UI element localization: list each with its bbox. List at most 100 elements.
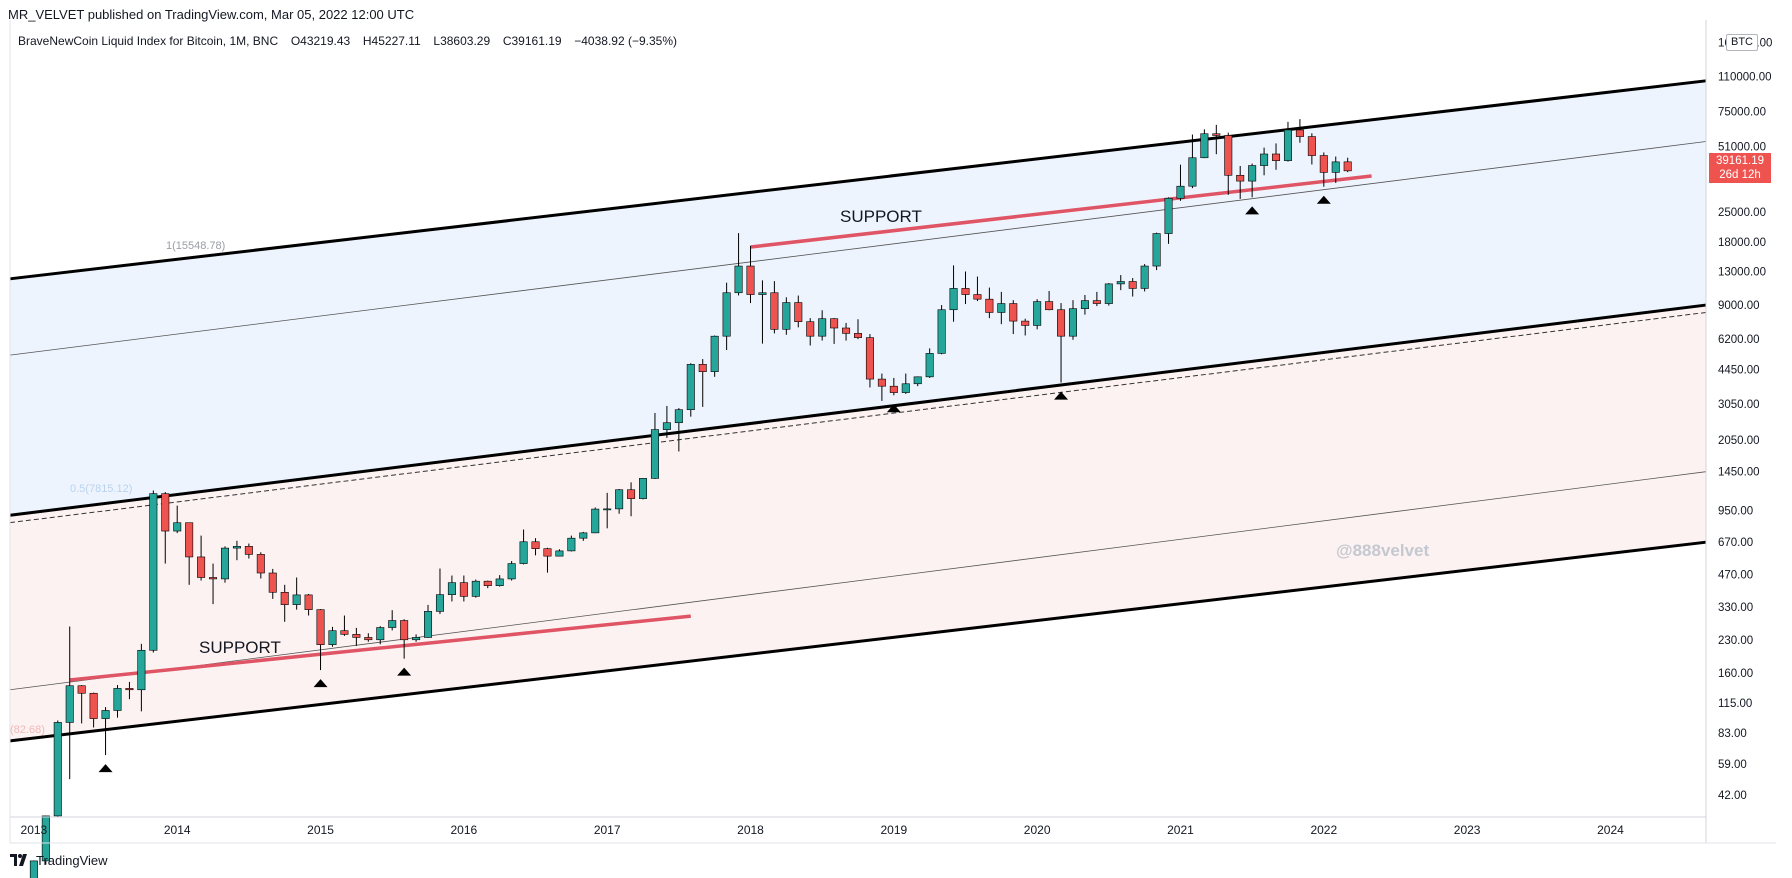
candles[interactable] [29,119,1352,878]
candle[interactable] [232,540,241,561]
candle[interactable] [639,478,648,500]
candle[interactable] [376,626,385,645]
candle[interactable] [603,492,612,529]
candle[interactable] [209,563,218,605]
time-axis[interactable]: 2013 2014 2015 2016 2017 2018 2019 2020 2021 2022… [21,823,1625,837]
candle[interactable] [937,305,946,355]
candle[interactable] [89,692,98,728]
candle[interactable] [531,538,540,556]
candle[interactable] [1092,291,1101,307]
candle[interactable] [1272,143,1281,170]
candle[interactable] [268,568,277,599]
candle[interactable] [197,535,206,581]
candle[interactable] [161,492,170,564]
candle[interactable] [734,233,743,296]
candle[interactable] [853,319,863,340]
candle[interactable] [1068,300,1077,340]
candle[interactable] [316,609,325,671]
candle[interactable] [328,626,337,647]
candle[interactable] [507,561,516,581]
candle[interactable] [113,685,122,718]
candle[interactable] [1164,197,1173,244]
candle[interactable] [794,295,803,328]
candle[interactable] [1009,300,1018,335]
candle[interactable] [280,584,289,622]
tradingview-logo-icon[interactable] [10,854,30,866]
candle[interactable] [1331,156,1340,183]
candle[interactable] [483,580,492,589]
candle[interactable] [674,408,683,452]
candle[interactable] [29,860,38,878]
candle[interactable] [149,490,158,653]
candle[interactable] [1021,318,1030,336]
candle[interactable] [519,529,528,565]
candle[interactable] [125,681,134,700]
candle[interactable] [1033,299,1042,330]
candle[interactable] [830,318,839,344]
candle[interactable] [137,643,146,712]
candle[interactable] [185,522,194,585]
candle[interactable] [1307,133,1316,165]
candle[interactable] [1200,129,1209,159]
candle[interactable] [435,568,444,615]
footer-brand[interactable]: TradingView [36,852,108,868]
candle[interactable] [1343,157,1352,173]
candle[interactable] [244,543,253,559]
candle[interactable] [1248,163,1257,198]
candle[interactable] [77,685,86,724]
candle[interactable] [459,575,468,602]
candle[interactable] [1140,264,1149,292]
candle[interactable] [913,376,922,387]
currency-label[interactable]: BTC [1726,34,1758,51]
candle[interactable] [352,627,361,646]
candle[interactable] [543,547,552,573]
candle[interactable] [1260,147,1269,176]
candle[interactable] [985,287,994,319]
candle[interactable] [865,334,874,388]
candle[interactable] [961,271,970,305]
candle[interactable] [722,282,731,351]
candle[interactable] [471,579,480,598]
candle[interactable] [889,377,898,396]
candle[interactable] [997,291,1006,325]
candle[interactable] [842,322,851,341]
candle[interactable] [41,815,50,865]
candle[interactable] [591,507,600,534]
candle[interactable] [1236,165,1245,199]
candle[interactable] [818,310,827,341]
candle[interactable] [1176,164,1185,201]
candle[interactable] [447,575,456,602]
candle[interactable] [877,373,886,401]
candle[interactable] [555,549,564,557]
candle[interactable] [364,633,373,642]
candle[interactable] [1188,134,1197,189]
candle[interactable] [1295,119,1304,143]
candle[interactable] [973,276,982,302]
candle[interactable] [424,604,433,638]
candle[interactable] [1152,232,1161,271]
candle[interactable] [746,245,755,304]
candle[interactable] [53,720,62,817]
candle[interactable] [1045,290,1054,311]
candle[interactable] [1283,121,1292,162]
candle[interactable] [901,373,910,394]
candle[interactable] [1319,152,1328,187]
candle[interactable] [1057,303,1066,383]
candle[interactable] [340,615,349,636]
candle[interactable] [220,546,229,583]
candle[interactable] [710,335,719,377]
candle[interactable] [495,575,504,587]
candle[interactable] [806,318,815,346]
candle[interactable] [782,297,791,335]
candle[interactable] [292,577,301,610]
candle[interactable] [698,359,707,407]
candle[interactable] [579,531,588,541]
candle[interactable] [949,265,958,322]
candle[interactable] [925,348,934,378]
candle[interactable] [388,610,397,631]
candle[interactable] [1080,294,1089,315]
candle[interactable] [615,488,624,514]
legend-symbol[interactable]: BraveNewCoin Liquid Index for Bitcoin, 1… [18,34,279,48]
candle[interactable] [1128,278,1137,297]
